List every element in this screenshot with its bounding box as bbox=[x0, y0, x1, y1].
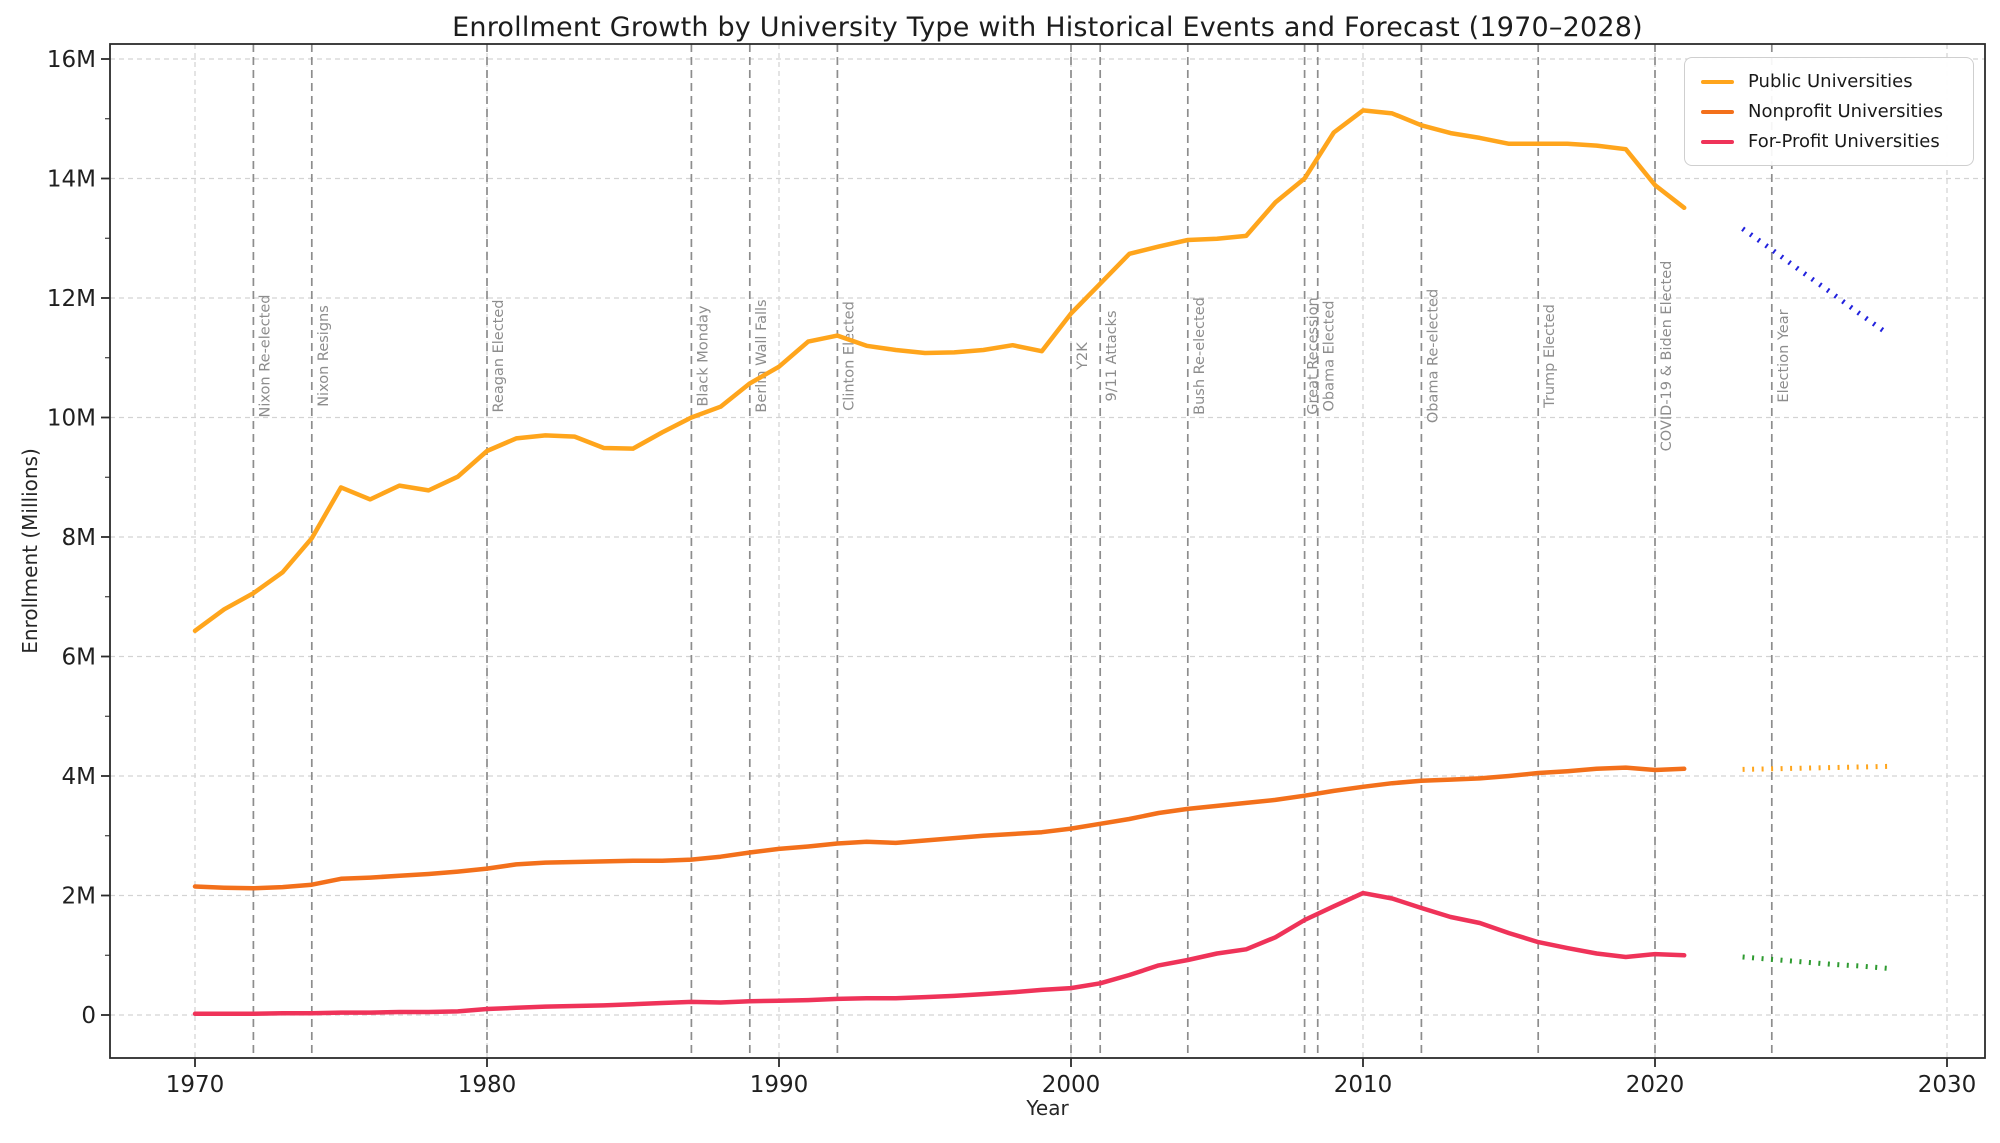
plot-frame bbox=[109, 43, 1986, 1059]
legend-item-for-profit-universities: For-Profit Universities bbox=[1701, 131, 1957, 152]
series-line-public-universities bbox=[192, 108, 1687, 634]
x-tick-label-2020: 2020 bbox=[1626, 1072, 1685, 1098]
event-label-clinton-elected: Clinton Elected bbox=[841, 301, 857, 411]
x-axis-title: Year bbox=[1026, 1096, 1069, 1120]
event-label-reagan-elected: Reagan Elected bbox=[491, 299, 507, 412]
chart-title: Enrollment Growth by University Type wit… bbox=[452, 12, 1643, 43]
event-label-obama-elected: Obama Elected bbox=[1322, 300, 1338, 411]
x-tick-label-1970: 1970 bbox=[166, 1072, 225, 1098]
legend: Public Universities Nonprofit Universitie… bbox=[1684, 57, 1974, 166]
x-tick-label-1990: 1990 bbox=[750, 1072, 809, 1098]
event-label-great-recession: Great Recession bbox=[1306, 297, 1322, 414]
y-tick-label-0: 0 bbox=[81, 1003, 96, 1029]
event-label-9-11-attacks: 9/11 Attacks bbox=[1104, 310, 1120, 401]
forecast-line-for-profit-universities-forecast bbox=[1742, 954, 1889, 971]
event-label-nixon-resigns: Nixon Resigns bbox=[316, 305, 332, 407]
legend-swatch-for-profit-universities bbox=[1701, 139, 1734, 144]
legend-label-for-profit-universities: For-Profit Universities bbox=[1748, 131, 1940, 152]
legend-swatch-public-universities bbox=[1701, 79, 1734, 84]
forecast-line-public-universities-forecast bbox=[1741, 226, 1891, 337]
y-tick-label-6M: 6M bbox=[62, 645, 96, 671]
event-label-y2k: Y2K bbox=[1075, 342, 1091, 371]
event-label-covid-19-biden-elected: COVID-19 & Biden Elected bbox=[1659, 261, 1675, 452]
legend-item-nonprofit-universities: Nonprofit Universities bbox=[1701, 101, 1957, 122]
event-label-nixon-re-elected: Nixon Re-elected bbox=[257, 295, 273, 418]
x-tick-label-1980: 1980 bbox=[458, 1072, 517, 1098]
y-tick-label-8M: 8M bbox=[62, 525, 96, 551]
y-tick-label-12M: 12M bbox=[47, 286, 96, 312]
event-label-election-year: Election Year bbox=[1776, 309, 1792, 402]
forecast-line-nonprofit-universities-forecast bbox=[1742, 763, 1889, 772]
x-tick-label-2010: 2010 bbox=[1334, 1072, 1393, 1098]
y-tick-label-2M: 2M bbox=[62, 884, 96, 910]
y-tick-label-16M: 16M bbox=[47, 47, 96, 73]
y-tick-label-4M: 4M bbox=[62, 764, 96, 790]
legend-swatch-nonprofit-universities bbox=[1701, 109, 1734, 114]
event-label-berlin-wall-falls: Berlin Wall Falls bbox=[754, 299, 770, 412]
legend-item-public-universities: Public Universities bbox=[1701, 71, 1957, 92]
series-line-nonprofit-universities bbox=[192, 765, 1687, 891]
series-line-for-profit-universities bbox=[192, 890, 1687, 1017]
legend-label-public-universities: Public Universities bbox=[1748, 71, 1913, 92]
x-tick-label-2000: 2000 bbox=[1042, 1072, 1101, 1098]
event-label-obama-re-elected: Obama Re-elected bbox=[1425, 289, 1441, 423]
legend-label-nonprofit-universities: Nonprofit Universities bbox=[1748, 101, 1944, 122]
y-tick-label-14M: 14M bbox=[47, 167, 96, 193]
y-tick-label-10M: 10M bbox=[47, 406, 96, 432]
event-label-trump-elected: Trump Elected bbox=[1542, 304, 1558, 409]
event-label-bush-re-elected: Bush Re-elected bbox=[1192, 297, 1208, 415]
x-tick-label-2030: 2030 bbox=[1918, 1072, 1977, 1098]
event-label-black-monday: Black Monday bbox=[695, 305, 711, 407]
